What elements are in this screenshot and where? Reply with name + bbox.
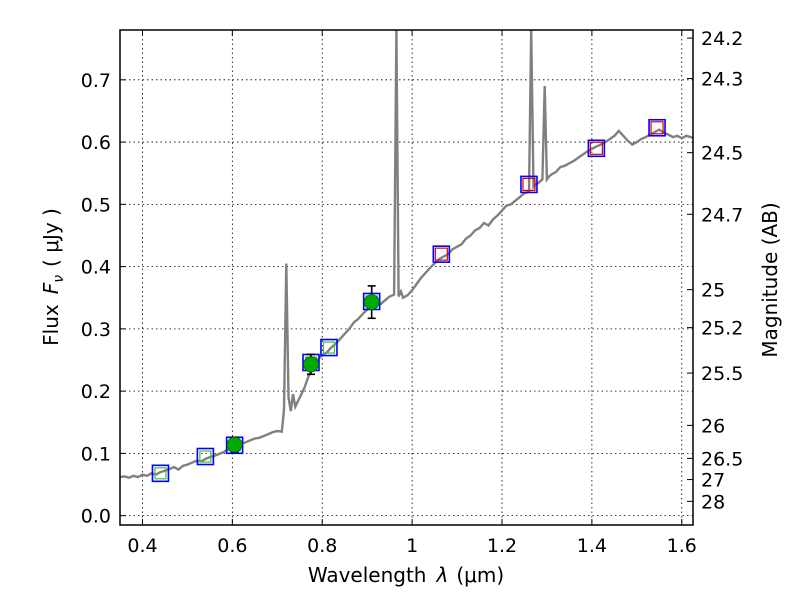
x-tick-label: 1.6 <box>667 535 697 557</box>
model-filter-inner-green <box>322 341 336 354</box>
observed-point <box>363 294 380 310</box>
y-tick-label: 0.0 <box>81 506 111 528</box>
y2-tick-label: 26 <box>701 415 725 437</box>
y2-tick-label: 24.2 <box>701 28 743 50</box>
x-tick-label: 0.8 <box>307 535 337 557</box>
y-tick-label: 0.6 <box>81 132 111 154</box>
y2-tick-label: 24.5 <box>701 143 743 165</box>
model-filter-inner-red <box>522 177 536 192</box>
y2-tick-label: 28 <box>701 491 725 513</box>
y-tick-label: 0.1 <box>81 443 111 465</box>
y-tick-label: 0.4 <box>81 257 111 279</box>
model-filter-square <box>320 338 338 357</box>
data-layer <box>120 30 693 483</box>
x-tick-label: 0.4 <box>127 535 157 557</box>
observed-point <box>303 356 319 373</box>
model-filter-inner-red <box>434 247 448 261</box>
x-tick-label: 1.2 <box>487 535 517 557</box>
model-filter-square <box>432 245 451 263</box>
y2-tick-label: 24.7 <box>701 204 743 226</box>
model-filter-inner-red <box>650 121 664 135</box>
y-tick-label: 0.2 <box>81 381 111 403</box>
y2-axis-label: Magnitude (AB) <box>758 202 782 357</box>
model-filter-square <box>648 118 666 137</box>
x-tick-label: 1.4 <box>577 535 607 557</box>
axis-layer: 0.4 0.6 0.8 1 1.2 1.4 1.6 0.0 0.1 0.2 0.3 0.4 0.5 0.6… <box>81 28 744 557</box>
x-tick-label: 1 <box>406 535 418 557</box>
y2-tick-label: 25.5 <box>701 363 743 385</box>
model-filter-square <box>151 464 170 483</box>
model-filter-inner-red <box>589 141 603 155</box>
model-filter-inner-green <box>199 450 212 463</box>
y-tick-label: 0.5 <box>81 194 111 216</box>
y2-tick-label: 26.5 <box>701 448 743 470</box>
observed-point <box>226 436 243 453</box>
y2-tick-label: 25 <box>701 280 725 302</box>
plot-frame <box>119 29 694 526</box>
y2-tick-label: 25.2 <box>701 318 743 340</box>
x-axis-label: Wavelength λ (μm) <box>308 563 504 587</box>
grid-layer <box>120 30 693 525</box>
y2-tick-label: 24.3 <box>701 69 743 91</box>
model-filter-square <box>520 175 538 194</box>
model-filter-square <box>196 447 215 466</box>
y-tick-label: 0.7 <box>81 70 111 92</box>
spectrum-line <box>120 30 693 479</box>
y-axis-label: FluxFν( μJy ) <box>39 208 67 346</box>
y2-tick-label: 27 <box>701 470 725 492</box>
y-tick-label: 0.3 <box>81 319 111 341</box>
model-filter-square <box>587 139 606 158</box>
x-tick-label: 0.6 <box>217 535 247 557</box>
model-filter-inner-green <box>154 467 167 480</box>
